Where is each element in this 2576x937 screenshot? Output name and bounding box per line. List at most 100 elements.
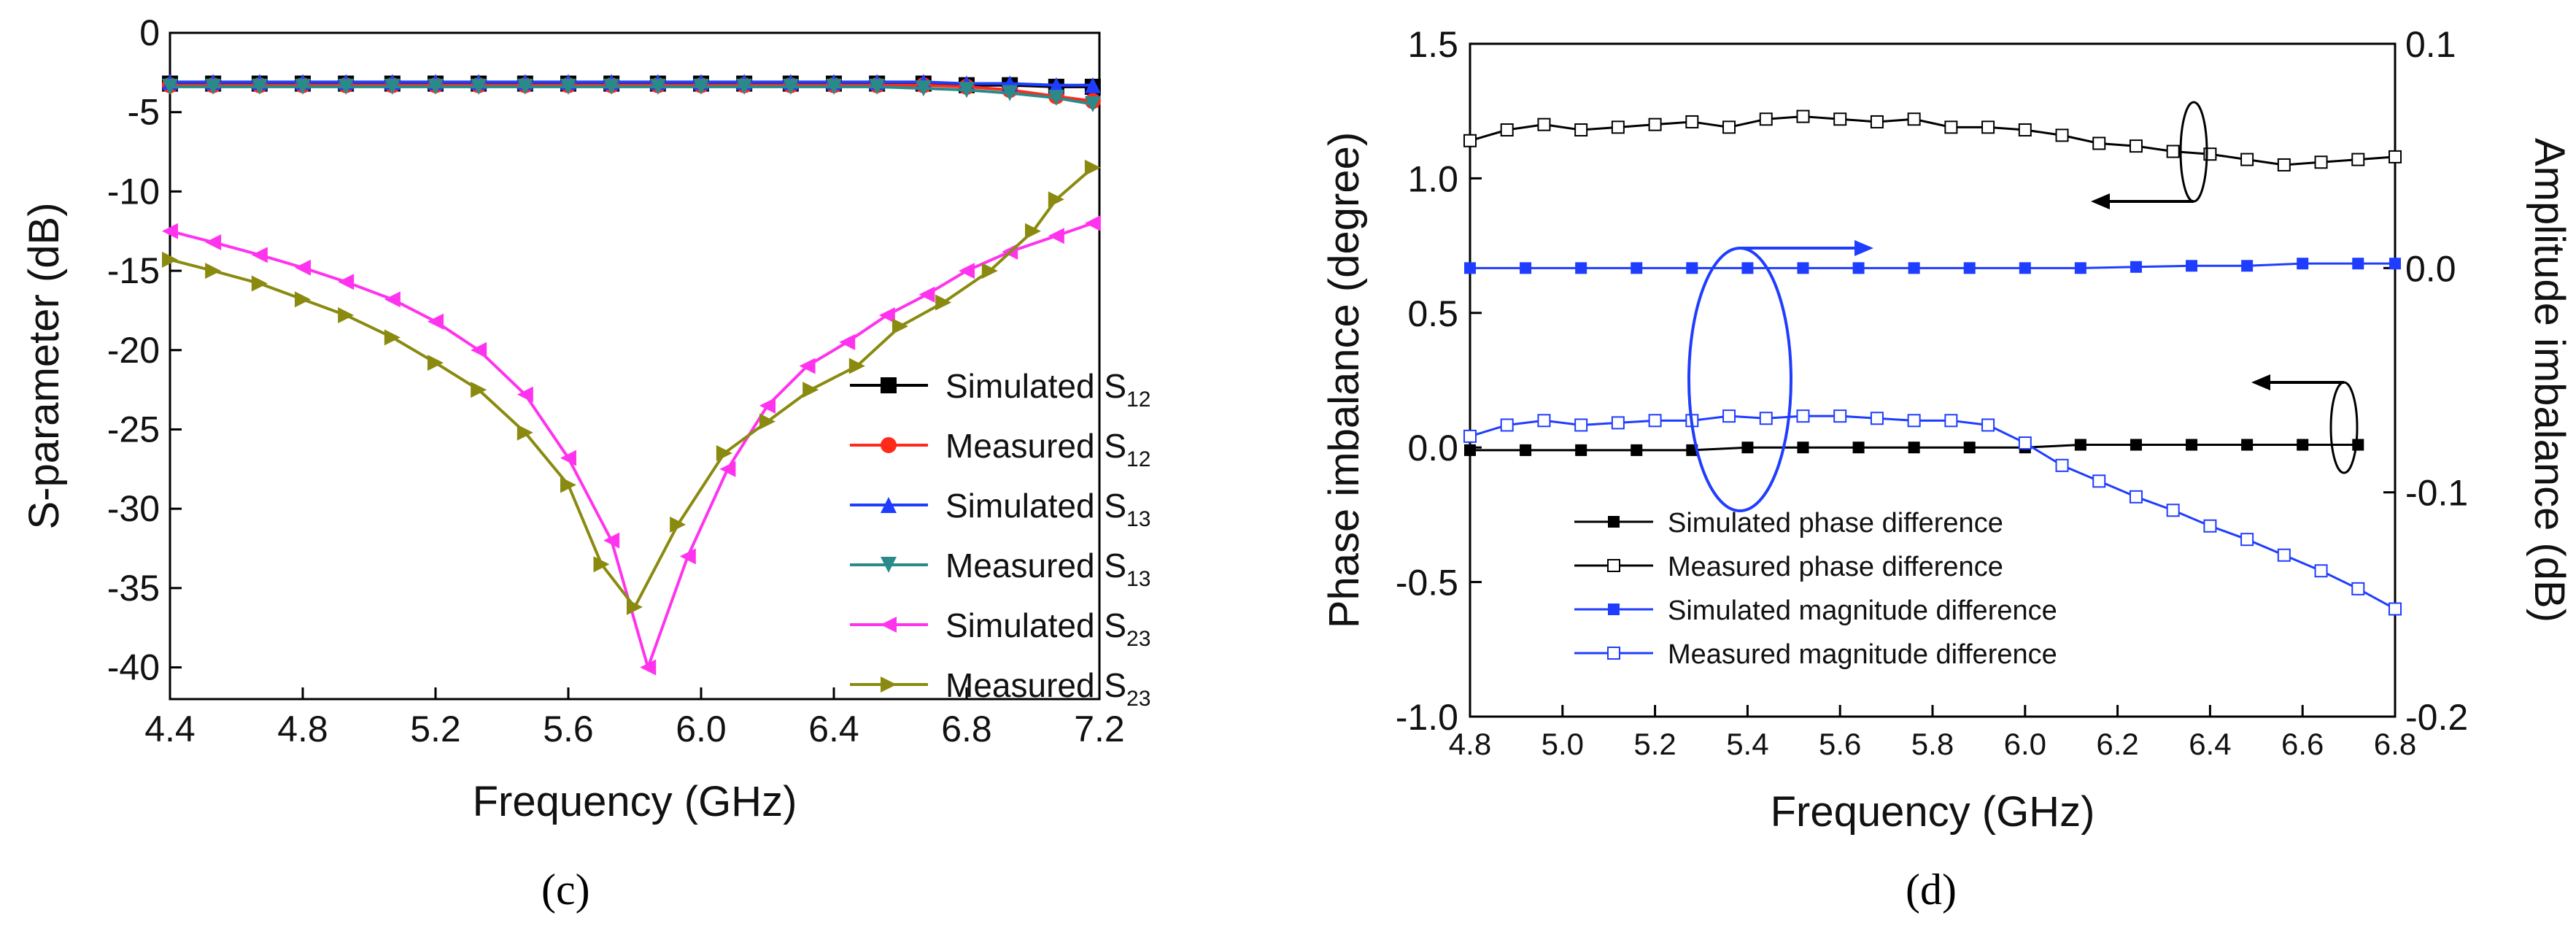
data-point	[2241, 260, 2254, 272]
data-point	[1797, 441, 1809, 454]
data-point	[1797, 262, 1809, 274]
data-point	[1084, 96, 1101, 112]
data-point	[1981, 120, 1995, 134]
data-point	[1759, 412, 1773, 425]
x-tick-label: 6.8	[941, 709, 992, 749]
panel-c-series	[162, 74, 1101, 676]
data-point	[878, 306, 895, 323]
legend-label: Simulated S13	[945, 487, 1150, 531]
legend-marker	[1607, 647, 1620, 660]
y-tick-label: -15	[107, 250, 160, 291]
data-point	[2314, 155, 2328, 169]
legend-label: Measured phase difference	[1668, 552, 2003, 582]
panel-d-y-axis-label: Phase imbalance (degree)	[1320, 132, 1368, 628]
data-point	[2055, 128, 2069, 142]
legend-item: Measured S23	[850, 666, 1150, 711]
data-point	[2389, 602, 2402, 616]
panel-c-chart: 4.4 4.8 5.2 5.6 6.0 6.4 6.8 7.2 0 -5 -10 -15 -20 -25 -…	[20, 12, 1150, 825]
data-point	[1796, 109, 1810, 123]
x-tick-label: 7.2	[1074, 709, 1125, 749]
magnitude-ellipse	[1687, 247, 1792, 512]
data-point	[716, 445, 732, 462]
data-point	[1048, 90, 1064, 107]
data-point	[295, 78, 311, 95]
data-point	[205, 78, 222, 95]
data-point	[918, 286, 935, 303]
legend-label: Measured S13	[945, 547, 1150, 591]
y-tick-label: -5	[128, 92, 160, 133]
legend-item: Measured phase difference	[1574, 552, 2003, 582]
y-tick-label: -35	[107, 568, 160, 609]
legend-marker	[1607, 559, 1620, 572]
data-point	[428, 78, 444, 95]
data-point	[1833, 112, 1847, 126]
x-tick-label: 6.4	[2189, 727, 2231, 761]
data-point	[560, 450, 576, 466]
y-tick-label: -10	[107, 171, 160, 212]
data-point	[759, 413, 775, 430]
legend-item: Measured magnitude difference	[1574, 639, 2057, 670]
data-point	[1500, 418, 1514, 432]
y-tick-label: -1.0	[1396, 697, 1458, 738]
legend-marker	[1608, 604, 1620, 615]
data-point	[2130, 439, 2142, 451]
data-point	[1464, 262, 1476, 274]
x-tick-label: 6.2	[2096, 727, 2138, 761]
data-point	[2277, 158, 2291, 171]
data-point	[1574, 123, 1588, 137]
series-line	[170, 85, 1094, 106]
data-point	[782, 78, 799, 95]
data-point	[1648, 414, 1662, 428]
y-tick-label: -20	[107, 330, 160, 371]
data-point	[338, 306, 355, 323]
series-line	[170, 83, 1094, 103]
data-point	[251, 247, 268, 263]
panel-c-caption: (c)	[541, 865, 590, 914]
legend-label: Simulated S12	[945, 367, 1150, 412]
data-point	[915, 80, 932, 97]
data-point	[736, 78, 753, 95]
data-point	[1722, 409, 1736, 423]
data-point	[1870, 412, 1884, 425]
data-point	[1944, 414, 1958, 428]
x-tick-label: 5.6	[543, 709, 594, 749]
data-point	[848, 358, 865, 374]
x-tick-label: 5.0	[1542, 727, 1584, 761]
data-point	[935, 294, 952, 311]
y-tick-label: 0.0	[1407, 428, 1458, 469]
legend-label: Simulated magnitude difference	[1668, 595, 2057, 626]
data-point	[1084, 215, 1101, 231]
data-point	[2351, 582, 2365, 595]
series-measured-s13	[162, 78, 1101, 112]
data-point	[2297, 258, 2309, 270]
data-point	[2129, 139, 2143, 153]
data-point	[1048, 77, 1064, 93]
data-point	[1648, 117, 1662, 131]
y-tick-label: 1.5	[1407, 24, 1458, 65]
data-point	[1852, 262, 1865, 274]
data-point	[1520, 444, 1532, 456]
data-point	[517, 386, 533, 403]
data-point	[2314, 564, 2328, 578]
data-point	[295, 291, 311, 308]
data-point	[1048, 191, 1064, 208]
data-point	[2277, 548, 2291, 562]
data-point	[1631, 262, 1643, 274]
data-point	[802, 382, 819, 398]
magnitude-arrow-head	[1854, 240, 1873, 256]
data-point	[1611, 120, 1625, 134]
y-right-tick-label: 0.1	[2405, 24, 2456, 65]
data-point	[1759, 112, 1773, 126]
x-tick-label: 5.2	[410, 709, 461, 749]
data-point	[640, 659, 657, 676]
legend-marker	[881, 557, 897, 573]
y-right-tick-label: 0.0	[2405, 248, 2456, 289]
y-right-tick-label: -0.2	[2405, 697, 2468, 738]
data-point	[162, 78, 178, 95]
legend-marker	[881, 437, 897, 453]
panel-d-legend: Simulated phase difference Measured phase…	[1574, 508, 2057, 670]
data-point	[1464, 444, 1476, 456]
data-point	[1025, 223, 1041, 239]
data-point	[719, 460, 736, 477]
